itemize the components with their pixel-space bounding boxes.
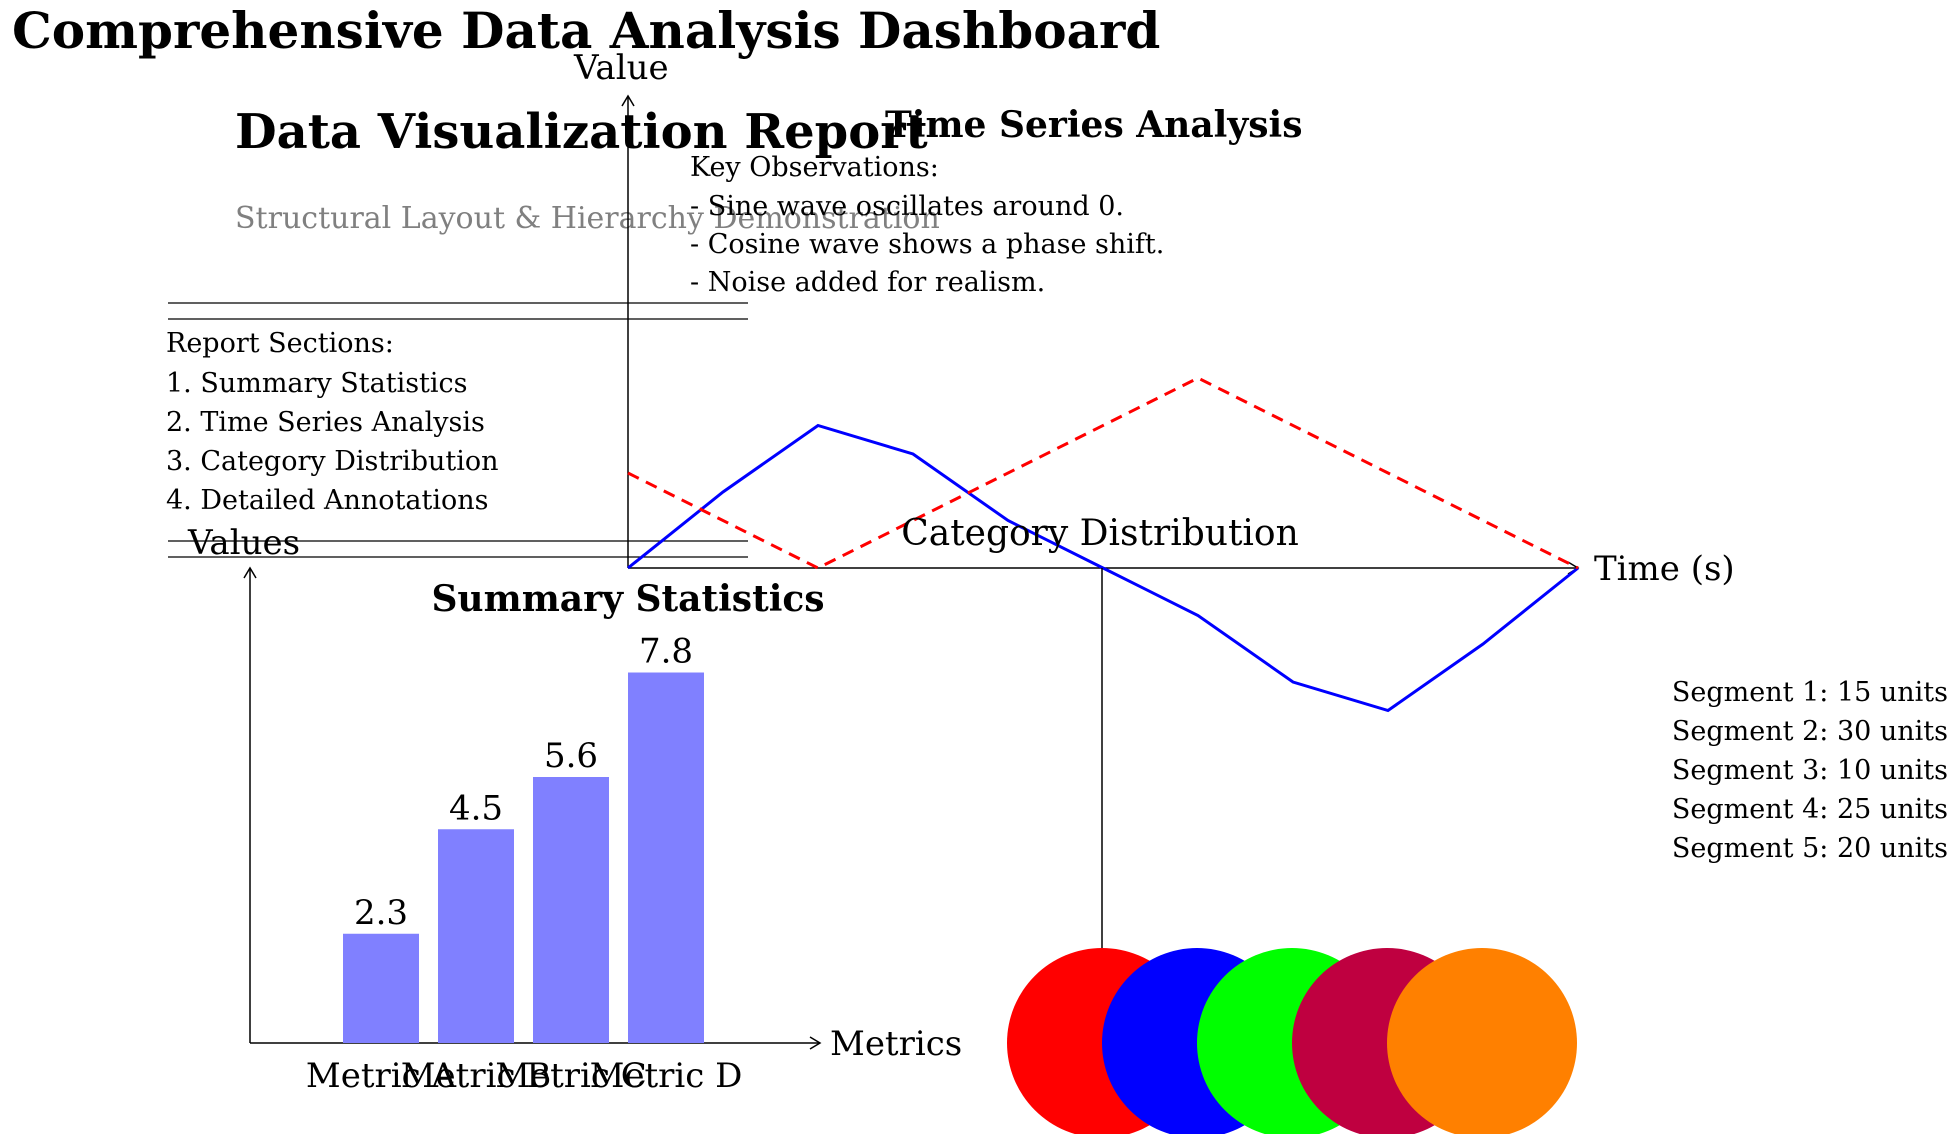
bar (343, 933, 419, 1043)
category-legend: Segment 1: 15 units Segment 2: 30 units Se… (1672, 677, 1948, 864)
category-heading: Category Distribution (901, 513, 1299, 554)
legend-entry: Segment 5: 20 units (1672, 833, 1948, 864)
cosine-series-line (627, 376, 1579, 570)
summary-bar-chart: Values Metrics 2.3 Metric A 4.5 Metric B 5.6… (187, 523, 962, 1096)
observations-list: - Sine wave oscillates around 0. - Cosine… (690, 191, 1164, 298)
observation-item: - Sine wave oscillates around 0. (690, 191, 1124, 222)
bar (533, 777, 609, 1043)
bar-category-label: Metric B (401, 1056, 552, 1096)
section-item: 3. Category Distribution (166, 446, 499, 477)
report-subtitle: Structural Layout & Hierarchy Demonstrat… (235, 201, 940, 236)
legend-entry: Segment 2: 30 units (1672, 716, 1948, 747)
report-title: Data Visualization Report (235, 104, 928, 160)
sections-list: 1. Summary Statistics 2. Time Series Anal… (166, 368, 499, 516)
bar-series: 2.3 Metric A 4.5 Metric B 5.6 Metric C 7.8 Metr… (306, 632, 742, 1097)
category-circle (1387, 948, 1577, 1134)
sections-heading: Report Sections: (166, 328, 394, 359)
observations-heading: Key Observations: (690, 152, 939, 183)
main-title: Comprehensive Data Analysis Dashboard (12, 1, 1160, 60)
legend-entry: Segment 3: 10 units (1672, 755, 1948, 786)
bar (438, 829, 514, 1043)
bar-chart-title: Summary Statistics (431, 578, 824, 620)
time-series-heading: Time Series Analysis (885, 104, 1302, 146)
bar-x-axis-arrow (809, 1036, 822, 1050)
bar-y-axis-label: Values (187, 523, 300, 563)
section-item: 2. Time Series Analysis (166, 407, 485, 438)
bar-category-label: Metric D (590, 1056, 743, 1096)
section-item: 4. Detailed Annotations (166, 485, 489, 516)
line-x-axis-label: Time (s) (1594, 549, 1735, 589)
category-distribution: Category Distribution Segment 1: 15 unit… (901, 513, 1948, 1134)
bar-value-label: 4.5 (449, 788, 503, 828)
legend-entry: Segment 4: 25 units (1672, 794, 1948, 825)
section-item: 1. Summary Statistics (166, 368, 468, 399)
bar-value-label: 5.6 (544, 736, 598, 776)
observation-item: - Cosine wave shows a phase shift. (690, 229, 1164, 260)
bar-x-axis-label: Metrics (830, 1024, 962, 1064)
line-y-axis-label: Value (573, 48, 669, 88)
category-circles (1007, 948, 1577, 1134)
sine-series-line (627, 423, 1579, 713)
bar (628, 672, 704, 1043)
bar-category-label: Metric A (306, 1056, 457, 1096)
bar-y-axis-arrow (243, 566, 257, 579)
time-series-line-chart: Value Time (s) (573, 48, 1735, 713)
line-y-axis-arrow (621, 94, 635, 107)
legend-entry: Segment 1: 15 units (1672, 677, 1948, 708)
bar-value-label: 2.3 (354, 893, 408, 933)
bar-value-label: 7.8 (639, 632, 693, 672)
observation-item: - Noise added for realism. (690, 267, 1045, 298)
line-series (627, 376, 1579, 713)
bar-category-label: Metric C (495, 1056, 647, 1096)
